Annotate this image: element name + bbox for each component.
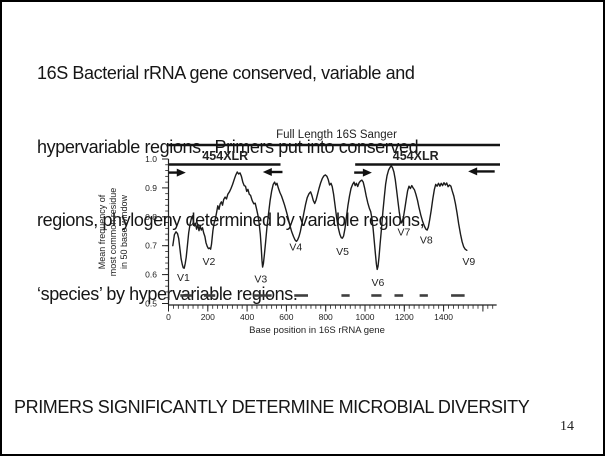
primer-direction-arrows — [168, 167, 495, 177]
y-tick-label: 0.5 — [145, 299, 157, 309]
y-axis-title-line: most common residue — [108, 188, 118, 277]
y-tick-label: 0.6 — [145, 270, 157, 280]
region-label-v5: V5 — [336, 246, 349, 258]
slide-title-line: hypervariable regions. Primers put into … — [37, 136, 419, 157]
x-tick-label: 800 — [319, 312, 333, 322]
x-tick-label: 0 — [166, 312, 171, 322]
primer-arrow-head-left — [262, 168, 272, 177]
454xlr-right-label: 454XLR — [393, 149, 439, 163]
y-tick-label: 0.8 — [145, 212, 157, 222]
primer-arrow-head-left — [468, 167, 478, 176]
y-tick-label: 0.7 — [145, 241, 157, 251]
x-tick-label: 200 — [201, 312, 215, 322]
x-axis: 0 200 400 600 800 1000 1200 1400 Base position i… — [166, 304, 497, 336]
region-label-v1: V1 — [177, 272, 190, 284]
region-label-v9: V9 — [462, 256, 475, 268]
primer-arrow-head-right — [176, 168, 186, 177]
region-label-v8: V8 — [420, 234, 433, 246]
region-label-v4: V4 — [289, 242, 302, 254]
conclusion-text: PRIMERS SIGNIFICANTLY DETERMINE MICROBIA… — [14, 349, 530, 454]
rrna-variability-chart: Full Length 16S Sanger 454XLR 454XLR 0.5 0.6… — [97, 129, 500, 336]
x-tick-label: 1200 — [395, 312, 414, 322]
454xlr-left-label: 454XLR — [202, 149, 248, 163]
y-axis: 0.5 0.6 0.7 0.8 0.9 1.0 Mean frequency of most … — [97, 154, 170, 309]
page-number: 14 — [560, 419, 574, 434]
y-tick-label: 1.0 — [145, 154, 157, 164]
rrna-variability-figure: Full Length 16S Sanger 454XLR 454XLR 0.5 0.6… — [94, 118, 506, 346]
region-label-v6: V6 — [372, 277, 385, 289]
chart-top-annotations: Full Length 16S Sanger 454XLR 454XLR — [168, 129, 500, 166]
y-axis-title-line: Mean frequency of — [97, 194, 107, 269]
y-axis-title-line: in 50 base window — [119, 194, 129, 269]
x-axis-title: Base position in 16S rRNA gene — [249, 325, 385, 336]
region-label-v3: V3 — [254, 273, 267, 285]
y-tick-label: 0.9 — [145, 183, 157, 193]
region-label-v2: V2 — [203, 256, 216, 268]
frequency-curve — [172, 165, 468, 271]
primer-arrow-head-right — [362, 168, 372, 177]
slide-title-line: 16S Bacterial rRNA gene conserved, varia… — [37, 63, 415, 83]
full-length-sanger-label: Full Length 16S Sanger — [276, 129, 397, 141]
slide-title-line: ‘species’ by hypervariable regions. — [37, 283, 298, 304]
x-tick-label: 600 — [279, 312, 293, 322]
x-tick-label: 1000 — [356, 312, 375, 322]
slide-title-line: regions, phylogeny determined by variabl… — [37, 210, 425, 230]
slide-title: 16S Bacterial rRNA gene conserved, varia… — [37, 12, 425, 355]
x-tick-label: 400 — [240, 312, 254, 322]
region-label-v7: V7 — [397, 226, 410, 238]
variable-region-labels: V1 V2 V3 V4 V5 V6 V7 V8 V9 — [177, 226, 475, 289]
x-tick-label: 1400 — [434, 312, 453, 322]
conclusion-line: PRIMERS SIGNIFICANTLY DETERMINE MICROBIA… — [14, 396, 530, 417]
